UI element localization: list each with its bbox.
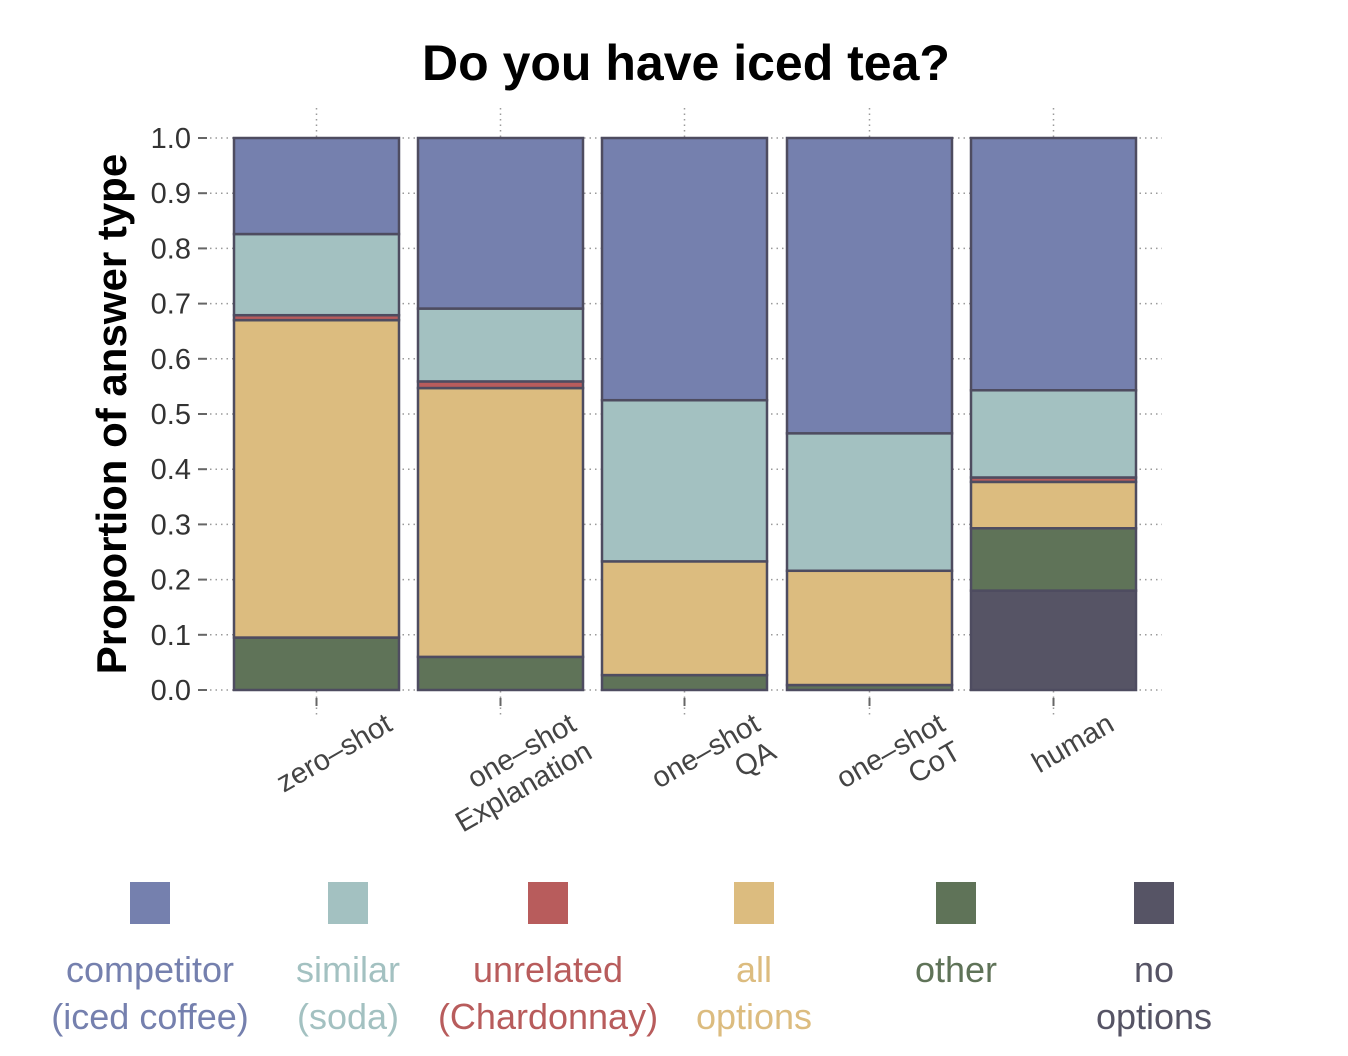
bar-segment <box>969 589 1138 692</box>
bar-stack <box>416 136 585 692</box>
legend-swatch <box>936 882 976 924</box>
bar-segment <box>232 136 401 236</box>
y-tick-label: 1.0 <box>151 123 191 155</box>
bar-segment <box>600 673 769 692</box>
y-tick-label: 0.4 <box>151 454 191 486</box>
legend-label-line: no <box>1133 949 1175 990</box>
bar-segment <box>785 432 954 573</box>
bar-segment <box>232 318 401 639</box>
x-tick-label-line: human <box>1027 708 1120 780</box>
legend-item: other <box>836 878 1076 993</box>
bar-segment <box>969 480 1138 530</box>
legend-label: other <box>836 946 1076 993</box>
bar-stack <box>600 136 769 692</box>
y-tick-label: 0.9 <box>151 178 191 210</box>
chart-title: Do you have iced tea? <box>422 35 950 91</box>
bar-segment <box>416 307 585 383</box>
legend-swatch <box>130 882 170 924</box>
bar-segment <box>600 136 769 402</box>
bar-stack <box>232 136 401 692</box>
legend-label-line: (Chardonnay) <box>437 996 659 1037</box>
bar-segment <box>232 232 401 317</box>
legend-label: no options <box>1034 946 1274 1040</box>
x-tick-label: one–shotExplanation <box>434 708 597 839</box>
y-tick-label: 0.6 <box>151 344 191 376</box>
legend-label: competitor (iced coffee) <box>30 946 270 1040</box>
legend-swatch <box>1134 882 1174 924</box>
x-tick-label: one–shotQA <box>646 707 782 822</box>
bar-segment <box>785 569 954 687</box>
legend: competitor (iced coffee) similar (soda) unre… <box>0 878 1348 1048</box>
bar-segment <box>232 636 401 692</box>
y-axis: 0.0 0.1 0.2 0.3 0.4 0.5 0.6 0.7 0.8 0.9 1.0 <box>151 123 1055 707</box>
y-tick-label: 0.2 <box>151 565 191 597</box>
bar-segment <box>969 136 1138 392</box>
y-tick-label: 0.7 <box>151 289 191 321</box>
legend-label-line: unrelated <box>472 949 624 990</box>
x-tick-label: one–shotCoT <box>831 708 967 823</box>
legend-label-line: competitor <box>65 949 235 990</box>
bar-stack <box>785 136 954 692</box>
legend-swatch <box>328 882 368 924</box>
legend-item: no options <box>1034 878 1274 1040</box>
legend-label: unrelated (Chardonnay) <box>428 946 668 1040</box>
legend-item: competitor (iced coffee) <box>30 878 270 1040</box>
legend-label: similar (soda) <box>228 946 468 1040</box>
bar-segment <box>785 136 954 435</box>
legend-swatch <box>734 882 774 924</box>
legend-item: unrelated (Chardonnay) <box>428 878 668 1040</box>
legend-label-line: options <box>1095 996 1213 1037</box>
legend-label-line: all <box>735 949 773 990</box>
y-tick-label: 0.1 <box>151 620 191 652</box>
y-tick-label: 0.0 <box>151 675 191 707</box>
legend-label-line: (soda) <box>296 996 400 1037</box>
legend-label-line: other <box>914 949 998 990</box>
x-tick-label: human <box>1027 708 1120 780</box>
bar-segment <box>416 136 585 310</box>
bar-segment <box>600 398 769 563</box>
bar-stack <box>969 136 1138 692</box>
y-tick-label: 0.3 <box>151 509 191 541</box>
y-tick-label: 0.5 <box>151 399 191 431</box>
bar-segment <box>969 527 1138 592</box>
legend-item: similar (soda) <box>228 878 468 1040</box>
bar-segment <box>600 560 769 677</box>
legend-swatch <box>528 882 568 924</box>
bar-segment <box>416 386 585 659</box>
legend-label-line: similar <box>296 949 400 990</box>
x-tick-label-line: zero–shot <box>271 708 397 799</box>
x-axis-labels: zero–shot one–shotExplanation one–shotQA on… <box>271 707 1120 839</box>
legend-item: all options <box>634 878 874 1040</box>
y-axis-label: Proportion of answer type <box>88 154 135 674</box>
x-tick-label: zero–shot <box>271 708 397 799</box>
chart: Do you have iced tea? Proportion of answ… <box>88 35 1162 839</box>
legend-label-line: options <box>695 996 813 1037</box>
bar-segment <box>416 655 585 692</box>
legend-label: all options <box>634 946 874 1040</box>
bars <box>232 136 1138 692</box>
legend-label-line: (iced coffee) <box>51 996 249 1037</box>
y-tick-label: 0.8 <box>151 233 191 265</box>
bar-segment <box>969 389 1138 479</box>
